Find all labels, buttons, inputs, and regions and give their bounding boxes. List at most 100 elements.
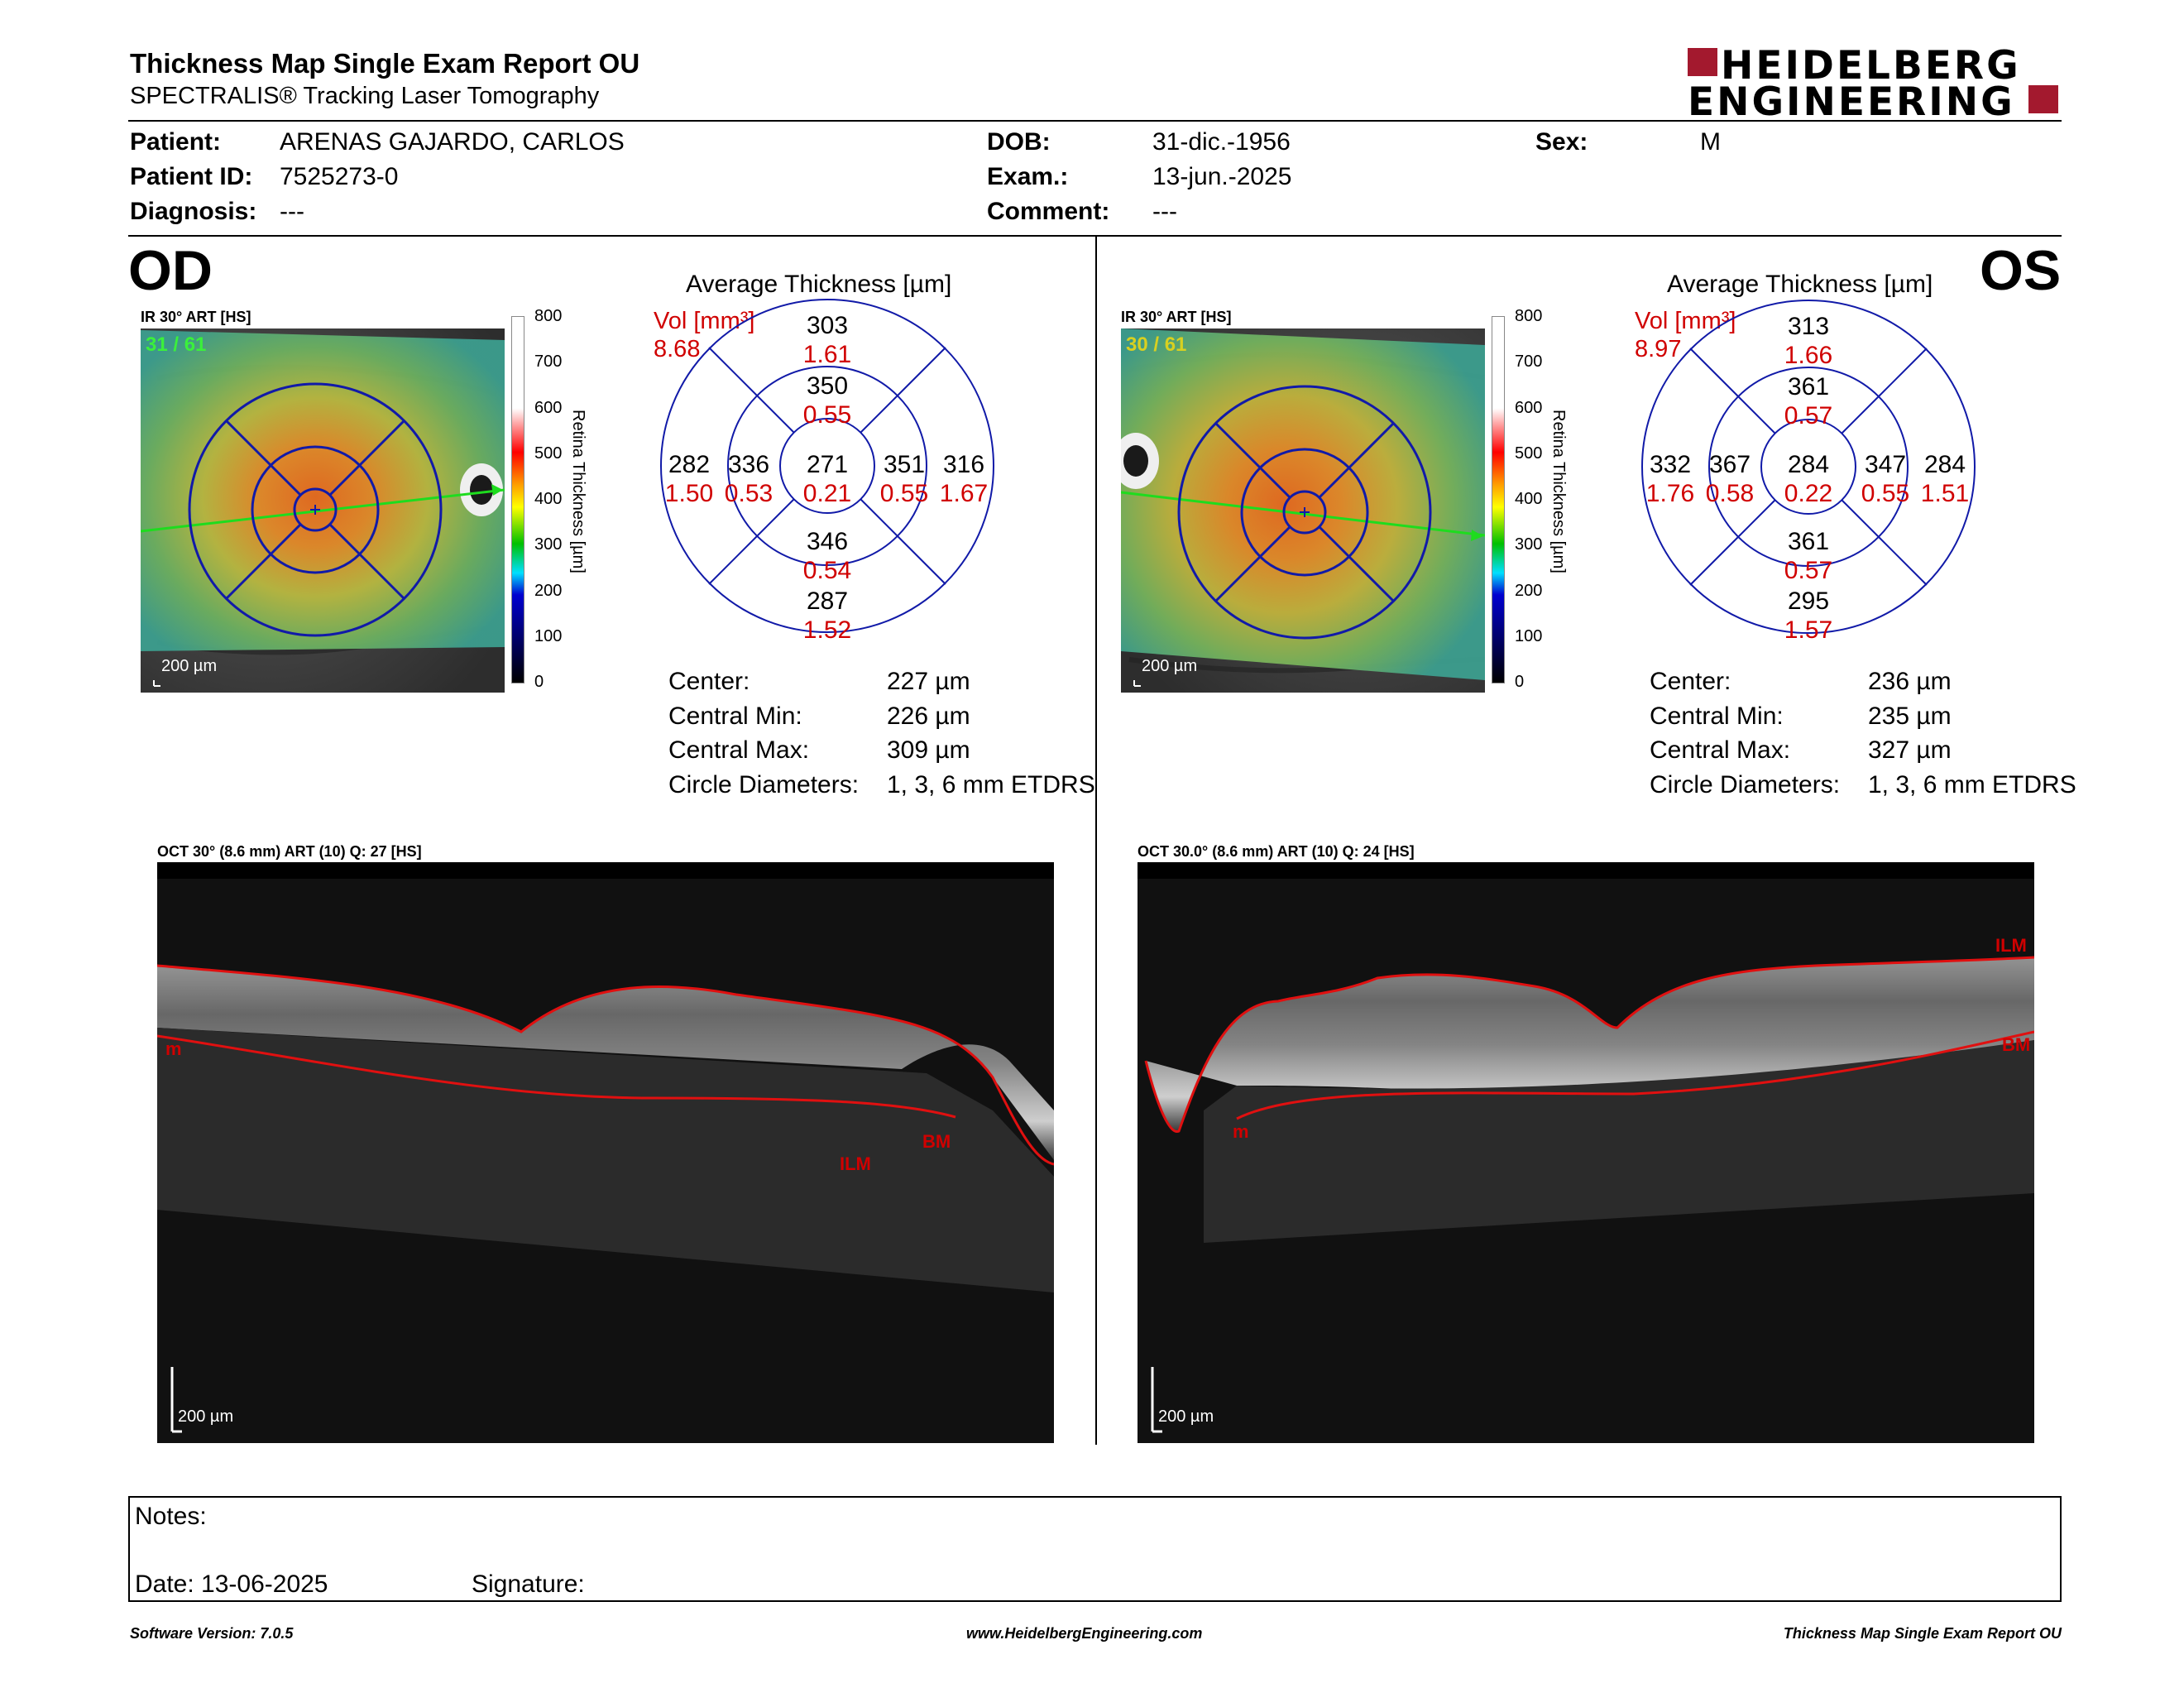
outer-superior-thickness: 313 [1787,313,1830,340]
tick-0: 0 [1515,673,1525,691]
date-label: Date: 13-06-2025 [135,1571,328,1598]
oct-scale-od: 200 µm [178,1407,234,1426]
layer-label-ilm-os: ILM [1995,935,2027,956]
outer-superior-volume: 1.66 [1784,342,1833,369]
outer-nasal-volume: 1.67 [939,480,989,507]
inner-temporal-volume: 0.53 [724,480,774,507]
ir-label-od: IR 30° ART [HS] [141,309,251,325]
outer-nasal-thickness: 332 [1649,451,1692,478]
website-link[interactable]: www.HeidelbergEngineering.com [966,1625,1203,1642]
eye-label-od: OD [128,239,213,302]
logo-line2: ENGINEERING [1688,79,2015,125]
diagnosis-label: Diagnosis: [130,198,257,225]
frame-counter-od: 31 / 61 [146,333,207,356]
oct-label-od: OCT 30° (8.6 mm) ART (10) Q: 27 [HS] [157,843,422,860]
center-label-od: Center: [668,668,750,695]
tick-500: 500 [1515,444,1543,463]
outer-inferior-volume: 1.57 [1784,616,1833,644]
oct-bscan-os [1138,862,2034,1443]
layer-label-ilm-od: ILM [840,1153,871,1174]
outer-temporal-thickness: 284 [1923,451,1966,478]
outer-superior-thickness: 303 [806,312,849,339]
circle-diameters-value-os: 1, 3, 6 mm ETDRS [1868,771,2076,798]
inner-inferior-volume: 0.54 [802,557,852,584]
info-divider [128,235,2062,237]
inner-temporal-thickness: 336 [727,451,770,478]
outer-nasal-thickness: 316 [942,451,985,478]
inner-inferior-thickness: 361 [1787,528,1830,555]
oct-bscan-od [157,862,1054,1443]
tick-600: 600 [1515,399,1543,417]
comment-value: --- [1152,198,1177,225]
circle-diameters-value-od: 1, 3, 6 mm ETDRS [887,771,1095,798]
central-min-value-od: 226 µm [887,703,970,730]
center-volume: 0.22 [1784,480,1833,507]
center-value-os: 236 µm [1868,668,1952,695]
center-thickness: 271 [806,451,849,478]
patient-label: Patient: [130,128,222,156]
inner-nasal-volume: 0.55 [879,480,929,507]
central-max-value-od: 309 µm [887,736,970,764]
inner-inferior-thickness: 346 [806,528,849,555]
outer-inferior-thickness: 287 [806,587,849,615]
ir-label-os: IR 30° ART [HS] [1121,309,1232,325]
logo-square-right [2028,85,2058,113]
etdrs-grid-od [659,298,995,634]
tick-400: 400 [1515,490,1543,508]
tick-200: 200 [534,582,563,600]
tick-700: 700 [1515,352,1543,371]
center-divider [1095,237,1097,1445]
outer-nasal-volume: 1.76 [1645,480,1695,507]
etdrs-grid-os [1640,299,1976,635]
outer-temporal-volume: 1.51 [1920,480,1970,507]
colorbar-od [511,316,524,683]
layer-label-bm-od: BM [922,1131,951,1152]
center-volume: 0.21 [802,480,852,507]
circle-diameters-label-od: Circle Diameters: [668,771,860,798]
dob-value: 31-dic.-1956 [1152,128,1291,156]
colorbar-label-od: Retina Thickness [µm] [569,410,587,573]
header-divider [128,120,2062,122]
central-max-value-os: 327 µm [1868,736,1952,764]
inner-inferior-volume: 0.57 [1784,557,1833,584]
inner-superior-thickness: 361 [1787,373,1830,400]
central-min-label-od: Central Min: [668,703,802,730]
patient-name: ARENAS GAJARDO, CARLOS [280,128,625,156]
colorbar-label-os: Retina Thickness [µm] [1549,410,1568,573]
outer-superior-volume: 1.61 [802,341,852,368]
notes-label: Notes: [135,1503,207,1530]
software-version: Software Version: 7.0.5 [130,1625,294,1642]
inner-nasal-thickness: 367 [1708,451,1751,478]
tick-500: 500 [534,444,563,463]
sex-value: M [1700,128,1721,156]
central-min-label-os: Central Min: [1650,703,1784,730]
tick-800: 800 [534,307,563,325]
tick-300: 300 [534,535,563,554]
eye-label-os: OS [1980,239,2062,302]
grid-title-od: Average Thickness [µm] [686,271,952,298]
notes-box[interactable]: Notes: Date: 13-06-2025 Signature: [128,1496,2062,1602]
thickness-map-os [1113,328,1488,693]
patient-id: 7525273-0 [280,163,399,190]
colorbar-os [1492,316,1505,683]
inner-temporal-thickness: 347 [1864,451,1907,478]
signature-label: Signature: [472,1571,585,1598]
footer-report-name: Thickness Map Single Exam Report OU [1783,1625,2062,1642]
inner-nasal-volume: 0.58 [1705,480,1755,507]
grid-title-os: Average Thickness [µm] [1667,271,1933,298]
layer-label-m-os: m [1233,1121,1249,1142]
dob-label: DOB: [987,128,1051,156]
inner-superior-volume: 0.55 [802,401,852,429]
report-subtitle: SPECTRALIS® Tracking Laser Tomography [130,83,600,109]
vol-label-od: Vol [mm³] [654,308,755,334]
oct-label-os: OCT 30.0° (8.6 mm) ART (10) Q: 24 [HS] [1138,843,1415,860]
outer-temporal-thickness: 282 [668,451,711,478]
vol-label-os: Vol [mm³] [1635,308,1736,334]
frame-counter-os: 30 / 61 [1126,333,1187,356]
fundus-scale-os: 200 µm [1142,657,1198,675]
layer-label-m-od: m [165,1038,182,1059]
center-thickness: 284 [1787,451,1830,478]
vol-value-os: 8.97 [1635,336,1682,362]
logo-line1: HEIDELBERG [1721,43,2021,89]
center-value-od: 227 µm [887,668,970,695]
